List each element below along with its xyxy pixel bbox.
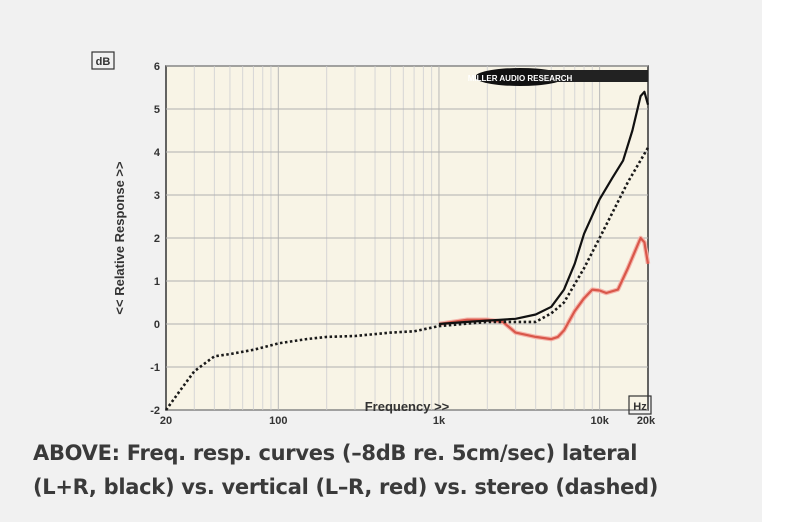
y-tick-label: 6	[154, 61, 160, 73]
y-tick-label: 3	[154, 190, 160, 202]
series-line-lateral	[438, 90, 650, 326]
watermark-logo: MILLER AUDIO RESEARCH	[468, 68, 648, 86]
tick-labels: -2 -1 0 1 2 3 4 5 6 20 100 1k 10k 20k	[150, 61, 656, 427]
x-axis-label: Frequency >>	[365, 399, 450, 414]
x-unit-label: Hz	[633, 401, 647, 413]
y-tick-label: 5	[154, 104, 160, 116]
y-tick-label: 2	[154, 233, 160, 245]
caption-line-2: (L+R, black) vs. vertical (L–R, red) vs.…	[33, 475, 659, 499]
x-tick-label: 1k	[433, 415, 446, 427]
x-unit-box	[628, 395, 652, 415]
y-tick-label: 0	[154, 319, 160, 331]
x-tick-label: 20	[160, 415, 172, 427]
series-group	[164, 90, 651, 411]
caption-line-1: ABOVE: Freq. resp. curves (–8dB re. 5cm/…	[33, 441, 638, 465]
series-line-vertical	[438, 236, 650, 341]
frequency-response-chart: MILLER AUDIO RESEARCH -2 -1 0 1 2 3 4 5 6 20 100 1k…	[91, 51, 656, 427]
y-unit-box	[91, 51, 115, 70]
y-tick-label: 1	[154, 276, 160, 288]
y-unit-label: dB	[96, 56, 111, 68]
y-tick-label: -1	[150, 362, 160, 374]
y-tick-label: -2	[150, 405, 160, 417]
series-line-stereo	[164, 147, 650, 411]
x-tick-label: 100	[269, 415, 287, 427]
x-tick-label: 10k	[590, 415, 609, 427]
y-axis-label: << Relative Response >>	[112, 161, 127, 315]
x-tick-label: 20k	[637, 415, 656, 427]
y-tick-label: 4	[154, 147, 161, 159]
watermark-text: MILLER AUDIO RESEARCH	[468, 74, 573, 83]
